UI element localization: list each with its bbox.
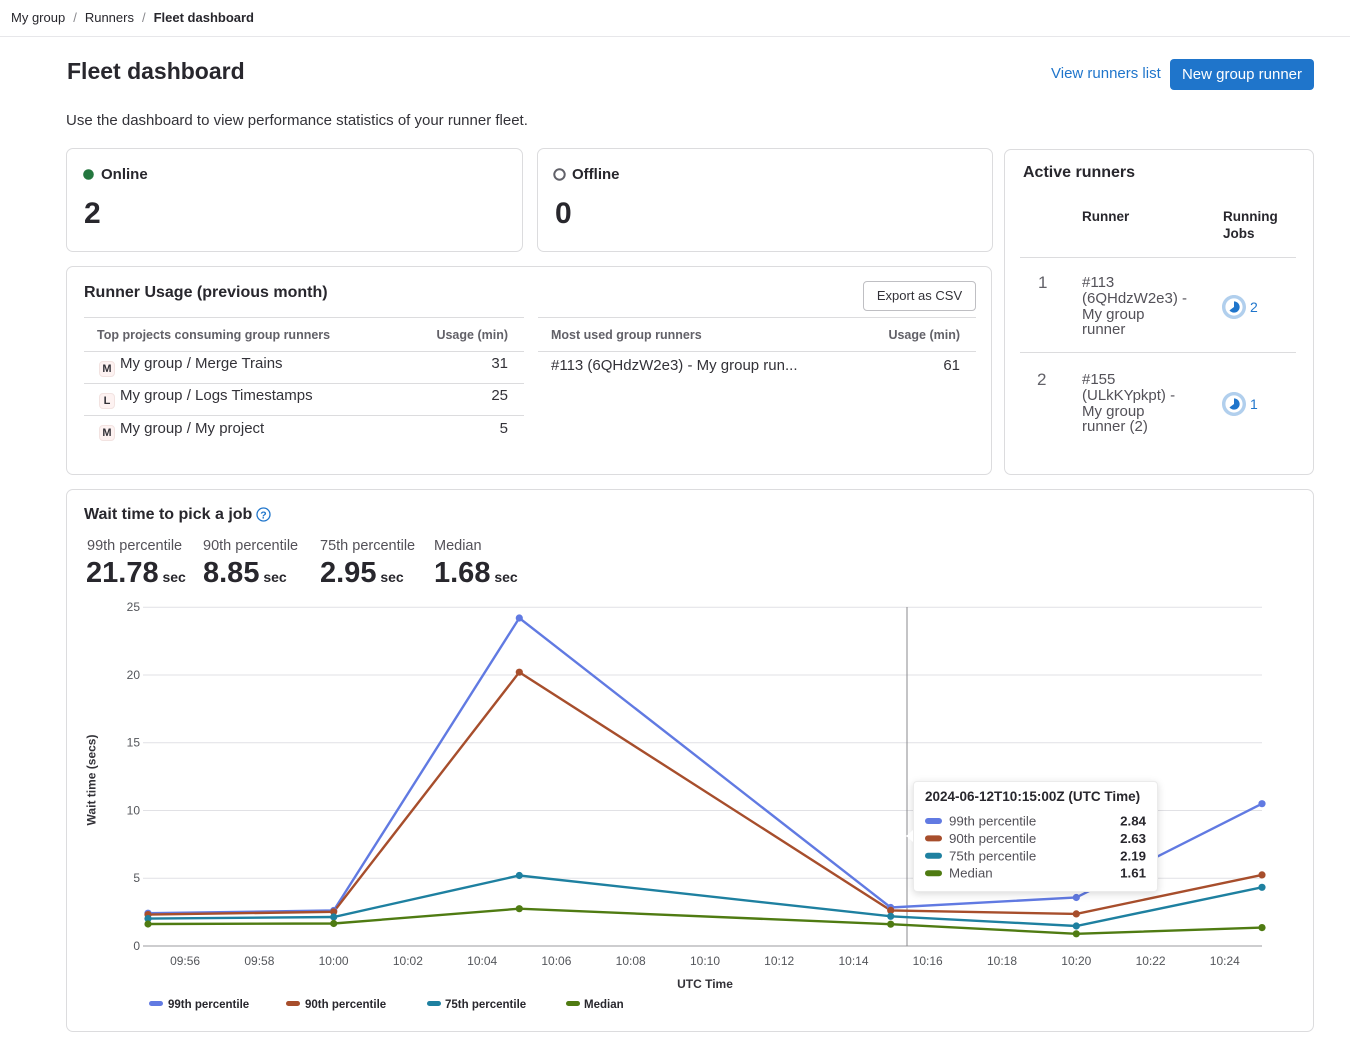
svg-text:10: 10 [127,804,141,818]
svg-text:10:18: 10:18 [987,954,1017,968]
svg-text:2.63: 2.63 [1120,830,1146,845]
svg-text:1.61: 1.61 [1120,865,1146,880]
svg-text:0: 0 [133,939,140,953]
svg-text:10:12: 10:12 [764,954,794,968]
svg-text:10:20: 10:20 [1061,954,1091,968]
svg-text:10:16: 10:16 [913,954,943,968]
svg-text:09:58: 09:58 [244,954,274,968]
svg-text:?: ? [260,509,266,521]
svg-text:10:00: 10:00 [319,954,349,968]
svg-text:10:08: 10:08 [616,954,646,968]
svg-text:09:56: 09:56 [170,954,200,968]
svg-text:15: 15 [127,736,141,750]
svg-text:90th percentile: 90th percentile [305,999,386,1011]
svg-text:UTC Time: UTC Time [677,977,733,991]
svg-text:Wait time (secs): Wait time (secs) [84,735,98,826]
svg-text:10:04: 10:04 [467,954,497,968]
svg-text:Median: Median [584,999,624,1011]
svg-text:10:24: 10:24 [1210,954,1240,968]
svg-text:10:06: 10:06 [541,954,571,968]
svg-text:20: 20 [127,668,141,682]
svg-text:10:10: 10:10 [690,954,720,968]
svg-text:10:02: 10:02 [393,954,423,968]
svg-text:99th percentile: 99th percentile [168,999,249,1011]
svg-text:75th percentile: 75th percentile [949,848,1036,863]
svg-text:2.19: 2.19 [1120,848,1146,863]
svg-text:Median: Median [949,865,993,880]
svg-text:5: 5 [133,871,140,885]
svg-text:99th percentile: 99th percentile [949,813,1036,828]
svg-text:10:14: 10:14 [838,954,868,968]
svg-text:25: 25 [127,600,141,614]
svg-text:75th percentile: 75th percentile [445,999,526,1011]
svg-text:10:22: 10:22 [1136,954,1166,968]
svg-text:2.84: 2.84 [1120,813,1146,828]
svg-text:90th percentile: 90th percentile [949,830,1036,845]
